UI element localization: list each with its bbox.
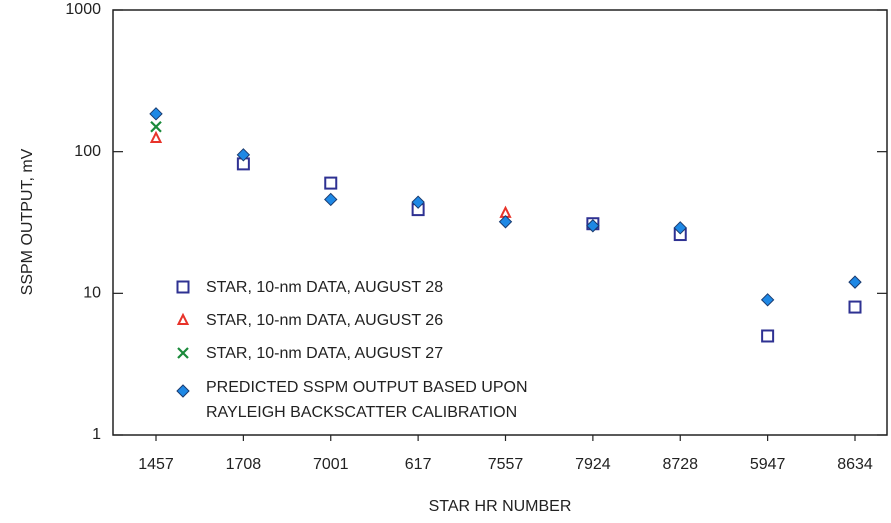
point (236, 148, 251, 162)
x-axis-label: STAR HR NUMBER (429, 498, 572, 515)
point (324, 192, 338, 207)
y-tick-label: 1000 (65, 1, 101, 18)
point (848, 275, 862, 289)
y-tick-label: 100 (74, 143, 101, 160)
y-tick-label: 10 (83, 285, 101, 302)
legend-entry: STAR, 10-nm DATA, AUGUST 27 (206, 345, 444, 362)
point (324, 176, 338, 190)
legend-marker (177, 347, 189, 359)
point (150, 120, 162, 133)
point (149, 107, 163, 121)
legend-label: STAR, 10-nm DATA, AUGUST 28 (206, 279, 444, 296)
point (498, 215, 513, 229)
y-axis-label: SSPM OUTPUT, mV (19, 148, 36, 295)
y-tick-label: 1 (92, 426, 101, 443)
legend-marker (176, 384, 190, 398)
x-tick-label: 7557 (488, 456, 524, 473)
point (586, 219, 600, 233)
x-tick-label: 1457 (138, 456, 174, 473)
x-tick-label: 7001 (313, 456, 349, 473)
legend-marker (176, 312, 190, 325)
legend-entry: STAR, 10-nm DATA, AUGUST 26 (206, 312, 444, 329)
x-tick-label: 8634 (837, 456, 873, 473)
plot-frame (112, 9, 888, 436)
point (848, 300, 862, 314)
legend-marker (176, 280, 190, 294)
x-tick-label: 1708 (226, 456, 262, 473)
x-tick-label: 7924 (575, 456, 611, 473)
x-tick-label: 617 (405, 456, 432, 473)
legend-entry: STAR, 10-nm DATA, AUGUST 28 (206, 279, 444, 296)
point (673, 221, 687, 235)
x-tick-label: 8728 (662, 456, 698, 473)
x-tick-label: 5947 (750, 456, 786, 473)
legend-label: STAR, 10-nm DATA, AUGUST 27 (206, 345, 444, 362)
point (411, 195, 425, 209)
point (149, 130, 163, 143)
point (761, 329, 775, 343)
point (760, 293, 775, 307)
legend-label: PREDICTED SSPM OUTPUT BASED UPON RAYLEIG… (206, 379, 528, 421)
legend-label: STAR, 10-nm DATA, AUGUST 26 (206, 312, 444, 329)
legend-entry: PREDICTED SSPM OUTPUT BASED UPON RAYLEIG… (206, 379, 528, 421)
